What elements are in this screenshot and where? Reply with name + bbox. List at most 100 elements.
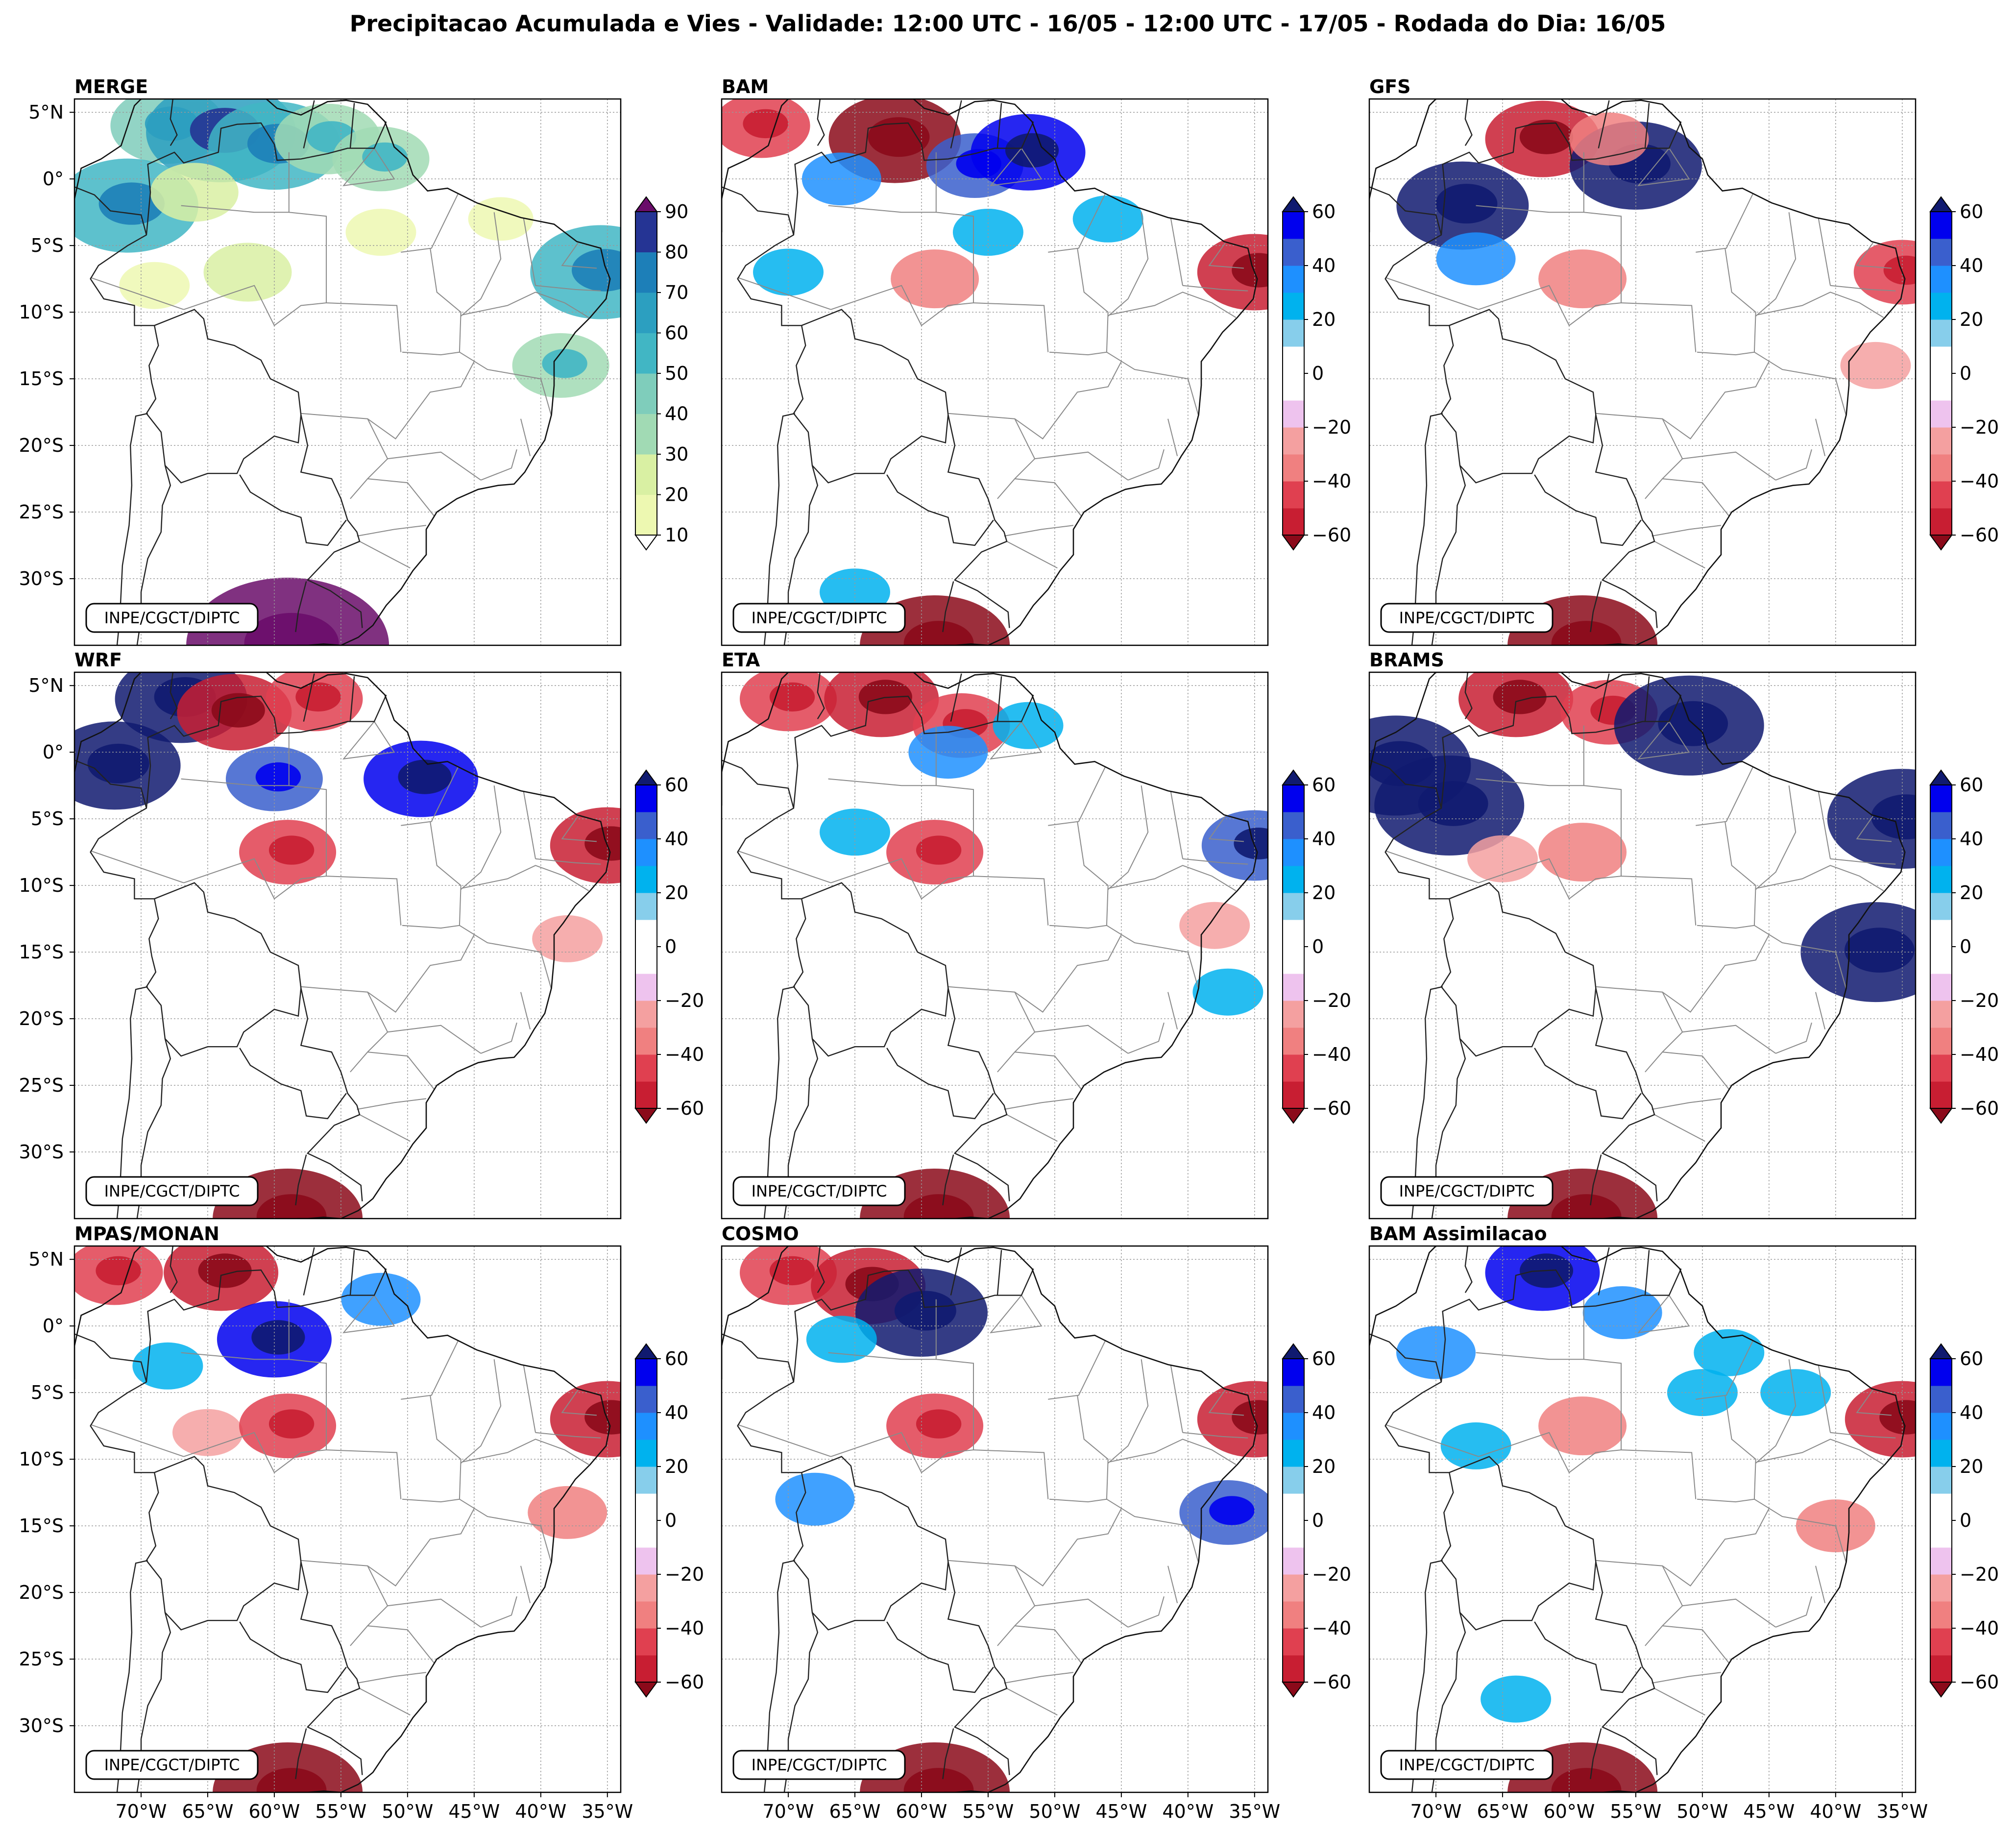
state-border bbox=[1682, 451, 1776, 481]
state-border bbox=[520, 1565, 531, 1604]
colorbar-bin bbox=[635, 1386, 657, 1413]
colorbar-bin bbox=[1930, 1493, 1952, 1521]
field-core bbox=[362, 142, 408, 172]
field-patch bbox=[132, 1342, 203, 1390]
colorbar-bin bbox=[1283, 1467, 1304, 1494]
state-border bbox=[401, 193, 459, 253]
colorbar-bin bbox=[635, 1655, 657, 1683]
colorbar-bin bbox=[635, 1440, 657, 1467]
colorbar-bin bbox=[1283, 1628, 1304, 1656]
colorbar-label: 60 bbox=[1960, 201, 1983, 222]
watermark: INPE/CGCT/DIPTC bbox=[1380, 603, 1554, 633]
field-core bbox=[1232, 253, 1268, 288]
field-core bbox=[743, 109, 788, 139]
state-border bbox=[181, 1352, 327, 1473]
watermark-box bbox=[85, 1176, 259, 1206]
state-border bbox=[367, 1051, 435, 1090]
state-border bbox=[1755, 212, 1797, 317]
field-core bbox=[868, 117, 930, 157]
lat-label: 25°S bbox=[19, 1075, 64, 1096]
state-border bbox=[1775, 1022, 1812, 1054]
lon-label: 45°W bbox=[1095, 1801, 1147, 1822]
coastline bbox=[722, 672, 1258, 1219]
colorbar-bin bbox=[1283, 319, 1304, 347]
watermark-box bbox=[732, 1750, 906, 1780]
colorbar-label: 60 bbox=[1312, 1348, 1336, 1369]
colorbar-label: 40 bbox=[665, 828, 688, 850]
state-border bbox=[1637, 721, 1690, 760]
colorbar-bin bbox=[635, 866, 657, 893]
country-border bbox=[127, 99, 178, 146]
state-border bbox=[561, 816, 597, 842]
colorbar-label: −40 bbox=[1960, 1617, 1999, 1639]
colorbar-bin bbox=[1283, 427, 1304, 455]
lon-label: 50°W bbox=[1029, 1801, 1080, 1822]
field-core bbox=[1845, 928, 1915, 973]
colorbar-label: 80 bbox=[665, 242, 688, 263]
colorbar-bin bbox=[635, 1601, 657, 1629]
colorbar-extend-min bbox=[634, 1108, 658, 1124]
colorbar-bin bbox=[1930, 920, 1952, 947]
colorbar-label: 20 bbox=[1960, 1456, 1983, 1477]
colorbar-bin bbox=[635, 893, 657, 920]
colorbar-label: 20 bbox=[1312, 1456, 1336, 1477]
field-patch bbox=[1436, 232, 1516, 286]
colorbar-label: 0 bbox=[1312, 363, 1324, 384]
map-frame bbox=[73, 1245, 622, 1793]
field-core bbox=[584, 826, 621, 861]
country-border bbox=[1369, 186, 1442, 235]
state-border bbox=[1682, 1025, 1776, 1054]
colorbar-label: −20 bbox=[1960, 990, 1999, 1011]
state-border bbox=[1034, 1025, 1129, 1054]
colorbar-bin bbox=[1930, 866, 1952, 893]
state-border bbox=[1106, 925, 1199, 990]
field-core bbox=[903, 1768, 974, 1792]
colorbar-label: 40 bbox=[665, 1402, 688, 1423]
country-border bbox=[1384, 694, 1682, 1201]
country-border bbox=[775, 1246, 825, 1293]
state-border bbox=[1645, 1565, 1683, 1646]
state-border bbox=[1697, 248, 1756, 356]
field-core bbox=[1871, 794, 1916, 839]
colorbar-bin bbox=[1283, 893, 1304, 920]
map-frame bbox=[721, 671, 1269, 1220]
state-border bbox=[1754, 925, 1847, 990]
country-border bbox=[942, 1728, 954, 1779]
state-border bbox=[1621, 302, 1697, 352]
field-patch bbox=[1481, 1675, 1552, 1723]
country-border bbox=[1644, 103, 1650, 148]
lat-label: 15°S bbox=[19, 1515, 64, 1537]
colorbar-label: −20 bbox=[1312, 990, 1351, 1011]
lon-label: 45°W bbox=[1743, 1801, 1795, 1822]
field-core bbox=[244, 612, 339, 645]
country-border bbox=[239, 474, 347, 546]
country-border bbox=[295, 1154, 307, 1205]
lon-label: 70°W bbox=[1410, 1801, 1462, 1822]
field-core bbox=[255, 762, 301, 792]
country-border bbox=[1384, 1268, 1682, 1775]
colorbar-extend-min bbox=[634, 535, 658, 551]
panel-eta: ETA INPE/CGCT/DIPTC 60 40 20 0 −20 −40 −60 bbox=[721, 649, 1351, 1220]
state-border bbox=[520, 992, 531, 1030]
colorbar-bin bbox=[1283, 1574, 1304, 1602]
state-border bbox=[1128, 1596, 1165, 1628]
field-patch bbox=[119, 262, 190, 309]
colorbar-bin bbox=[635, 812, 657, 839]
state-border bbox=[359, 1688, 411, 1716]
country-border bbox=[996, 676, 1002, 722]
state-border bbox=[326, 876, 402, 926]
state-border bbox=[1830, 285, 1896, 292]
state-border bbox=[1662, 478, 1730, 516]
state-border bbox=[387, 1598, 482, 1628]
country-border bbox=[349, 676, 355, 722]
colorbar-bin bbox=[1930, 893, 1952, 920]
colorbar-extend-max bbox=[1282, 196, 1305, 212]
lat-label: 5°S bbox=[31, 235, 64, 256]
state-border bbox=[948, 361, 1122, 440]
state-border bbox=[402, 821, 461, 929]
state-border bbox=[459, 925, 552, 990]
colorbar-bin bbox=[1930, 1054, 1952, 1082]
colorbar: 60 40 20 0 −20 −40 −60 bbox=[1282, 1343, 1351, 1698]
field-patch bbox=[753, 248, 824, 296]
